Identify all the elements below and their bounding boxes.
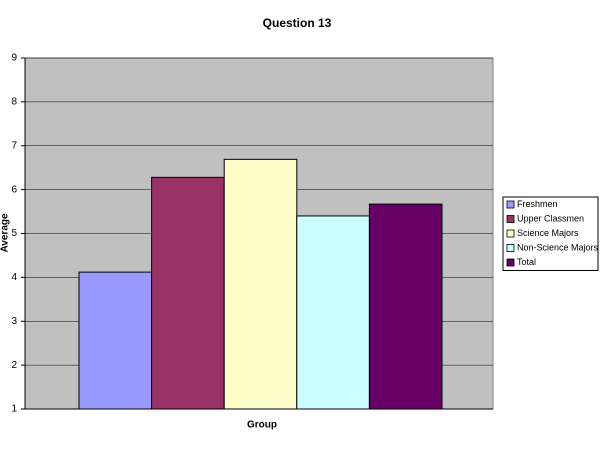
y-tick-label: 9 xyxy=(11,53,17,64)
legend-label: Freshmen xyxy=(517,199,558,209)
legend-swatch xyxy=(506,200,515,209)
x-axis-label: Group xyxy=(247,420,277,431)
y-tick-label: 6 xyxy=(11,184,17,195)
bar xyxy=(78,271,153,410)
legend-label: Upper Classmen xyxy=(517,213,584,223)
y-tick-label: 8 xyxy=(11,97,17,108)
legend-box xyxy=(502,196,599,271)
y-tick-label: 1 xyxy=(11,404,17,415)
legend-swatch xyxy=(506,215,515,223)
legend-swatch xyxy=(506,244,515,252)
legend-label: Non-Science Majors xyxy=(517,242,599,252)
bar xyxy=(223,158,298,410)
bar xyxy=(151,176,225,410)
legend-swatch xyxy=(506,258,515,267)
bar xyxy=(296,215,370,410)
y-axis-label: Average xyxy=(0,213,11,253)
y-tick-label: 7 xyxy=(11,140,17,151)
legend-label: Science Majors xyxy=(517,228,579,238)
y-tick-label: 2 xyxy=(11,360,17,371)
y-tick-label: 5 xyxy=(11,228,17,239)
legend-swatch xyxy=(506,229,515,238)
chart-title: Question 13 xyxy=(263,16,332,30)
bar xyxy=(368,203,443,410)
legend-label: Total xyxy=(517,257,536,267)
y-tick-label: 3 xyxy=(11,316,17,327)
y-tick-label: 4 xyxy=(11,272,17,283)
